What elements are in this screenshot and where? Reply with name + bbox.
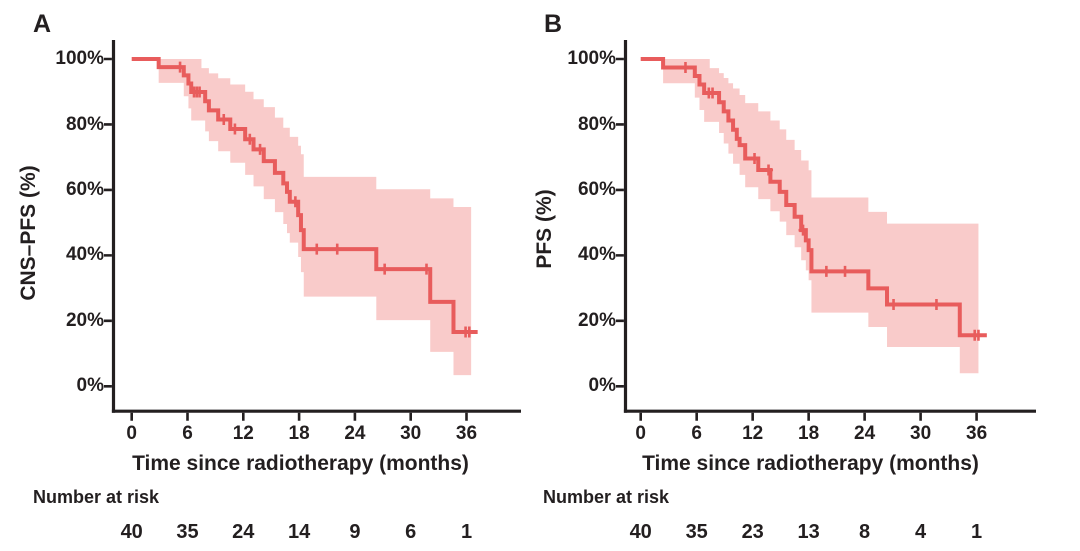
panel-a-km-curve: [131, 57, 478, 334]
panel-b-xtick-18: 18: [798, 423, 820, 444]
panel-a-risk-6: 35: [176, 521, 199, 543]
panel-b-x-tick-marks: [639, 412, 978, 421]
panel-a-risk-table-title: Number at risk: [33, 487, 160, 507]
panel-a-risk-24: 9: [349, 521, 361, 543]
panel-a-label: A: [33, 10, 52, 38]
panel-b-ytick-60: 60%: [577, 179, 616, 200]
panel-b-censor-marks: [680, 62, 983, 341]
panel-a-xtick-12: 12: [232, 423, 254, 444]
panel-b-ytick-80: 80%: [577, 113, 616, 135]
panel-b-ytick-40: 40%: [577, 244, 616, 266]
panel-b-risk-0: 40: [629, 521, 652, 543]
panel-b-risk-30: 4: [915, 521, 927, 543]
panel-b-x-axis-title: Time since radiotherapy (months): [642, 452, 979, 475]
panel-a-x-tick-marks: [130, 412, 468, 421]
panel-b-risk-table-title: Number at risk: [543, 487, 670, 507]
panel-a-risk-12: 24: [232, 521, 255, 543]
panel-a-y-tick-marks: [104, 57, 112, 388]
panel-b-risk-12: 23: [741, 521, 764, 543]
panel-a-ytick-40: 40%: [65, 244, 104, 266]
panel-a-xtick-6: 6: [182, 423, 193, 444]
panel-a-xtick-30: 30: [400, 423, 422, 444]
panel-a-xtick-36: 36: [455, 423, 478, 444]
panel-a-ytick-20: 20%: [65, 309, 104, 331]
panel-a-ytick-100: 100%: [55, 48, 104, 69]
panel-b-xtick-24: 24: [854, 423, 876, 444]
panel-a-y-axis-title: CNS–PFS (%): [17, 165, 40, 301]
panel-b-risk-36: 1: [971, 521, 983, 543]
panel-b-label: B: [544, 10, 563, 38]
panel-b-ytick-100: 100%: [567, 48, 616, 69]
panel-b-xtick-30: 30: [910, 423, 932, 444]
panel-a-xtick-18: 18: [288, 423, 310, 444]
panel-b-ytick-20: 20%: [577, 309, 616, 331]
panel-a-risk-30: 6: [405, 521, 417, 543]
panel-b-xtick-36: 36: [966, 423, 988, 444]
panel-a-risk-18: 14: [287, 521, 311, 543]
panel-b-xtick-0: 0: [635, 423, 646, 444]
panel-a-xtick-24: 24: [344, 423, 366, 444]
panel-a-xtick-0: 0: [126, 423, 137, 444]
panel-b-km-curve: [640, 57, 987, 338]
panel-b-risk-18: 13: [797, 521, 820, 543]
panel-b-xtick-6: 6: [691, 423, 702, 444]
panel-b-risk-6: 35: [685, 521, 708, 543]
panel-a-censor-marks: [175, 61, 474, 338]
panel-a-risk-0: 40: [120, 521, 143, 543]
panel-b-xtick-12: 12: [742, 423, 764, 444]
panel-b-confidence-band: [640, 59, 979, 374]
panel-b-ytick-0: 0%: [588, 375, 616, 397]
panel-a-ytick-80: 80%: [65, 113, 104, 135]
panel-a-ytick-0: 0%: [76, 375, 104, 397]
panel-b-risk-24: 8: [859, 521, 871, 543]
panel-b-y-tick-marks: [616, 57, 624, 388]
panel-a-ytick-60: 60%: [65, 179, 104, 200]
panel-a-x-axis-title: Time since radiotherapy (months): [132, 452, 469, 475]
panel-a-risk-36: 1: [460, 521, 473, 543]
